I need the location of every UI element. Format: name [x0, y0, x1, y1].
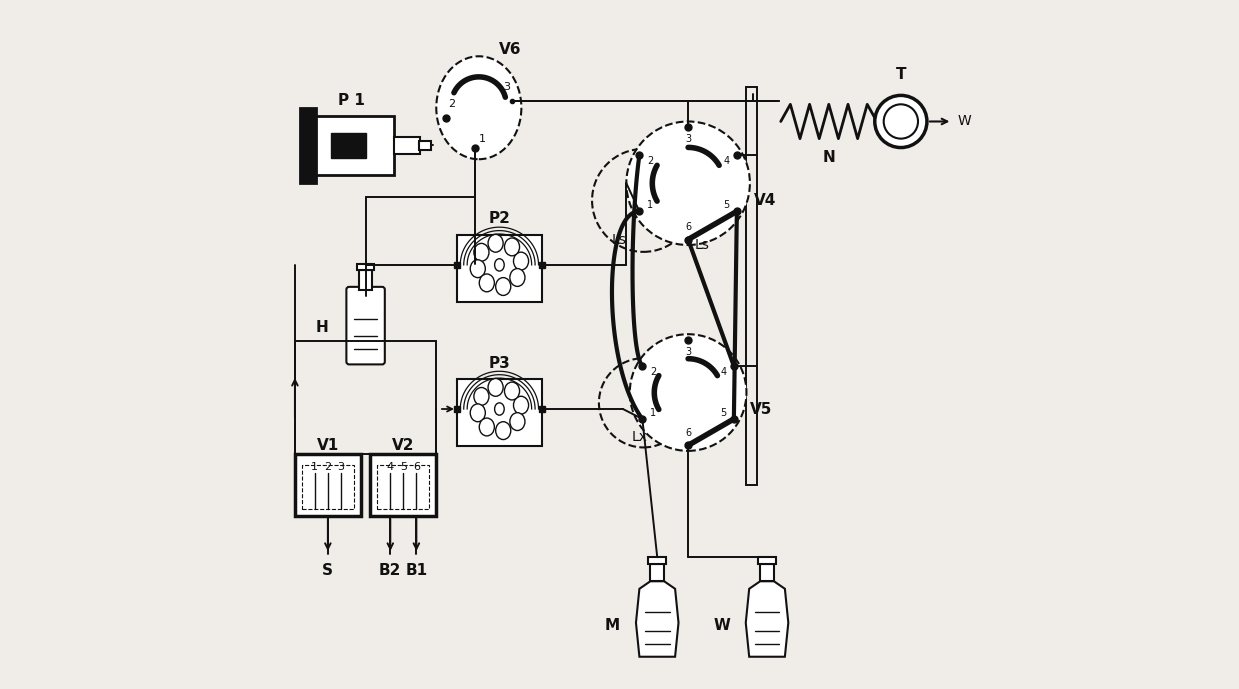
Polygon shape [746, 582, 788, 657]
Text: H: H [316, 320, 328, 335]
Ellipse shape [479, 274, 494, 292]
Ellipse shape [510, 413, 525, 431]
Text: 3: 3 [685, 134, 691, 144]
Bar [761, 564, 774, 582]
Ellipse shape [488, 378, 503, 396]
Ellipse shape [504, 382, 519, 400]
Text: P 1: P 1 [338, 94, 366, 108]
Text: 1: 1 [478, 134, 486, 144]
Circle shape [875, 95, 927, 147]
Ellipse shape [494, 403, 504, 415]
Bar [648, 557, 667, 564]
Text: 1: 1 [311, 462, 318, 472]
Text: W: W [714, 618, 731, 633]
Bar [302, 464, 354, 509]
Text: B2: B2 [379, 564, 401, 579]
Text: 2: 2 [647, 156, 653, 166]
Text: Lx: Lx [632, 430, 648, 444]
Ellipse shape [471, 404, 486, 422]
Text: V6: V6 [498, 42, 520, 57]
FancyBboxPatch shape [347, 287, 385, 364]
Text: V1: V1 [317, 438, 339, 453]
Bar [457, 235, 541, 302]
Text: 5: 5 [724, 200, 730, 210]
Text: 2: 2 [325, 462, 331, 472]
Text: B1: B1 [405, 564, 427, 579]
Bar [316, 116, 394, 175]
Text: 4: 4 [724, 156, 730, 166]
Text: 3: 3 [337, 462, 344, 472]
Bar [370, 454, 436, 516]
Text: V4: V4 [753, 193, 776, 208]
Bar [331, 133, 366, 158]
Bar [359, 270, 372, 289]
Text: V5: V5 [751, 402, 773, 418]
Bar [758, 557, 776, 564]
Text: 6: 6 [413, 462, 420, 472]
Text: 4: 4 [387, 462, 394, 472]
Circle shape [883, 104, 918, 138]
Bar [457, 379, 541, 446]
Text: W: W [957, 114, 971, 128]
Text: 4: 4 [720, 367, 726, 378]
Text: 3: 3 [685, 347, 691, 357]
Text: 1: 1 [647, 200, 653, 210]
Ellipse shape [473, 243, 489, 261]
Ellipse shape [436, 56, 522, 159]
Text: T: T [896, 68, 906, 82]
Polygon shape [636, 582, 679, 657]
Ellipse shape [473, 387, 489, 405]
Text: 2: 2 [650, 367, 657, 378]
Ellipse shape [504, 238, 519, 256]
Bar [394, 137, 420, 154]
Circle shape [627, 121, 750, 245]
Circle shape [629, 334, 746, 451]
Bar [300, 107, 316, 183]
Bar [295, 341, 436, 454]
Text: 2: 2 [447, 99, 455, 110]
Text: M: M [605, 618, 621, 633]
Bar [295, 454, 361, 516]
Ellipse shape [513, 252, 529, 270]
Ellipse shape [513, 396, 529, 414]
Ellipse shape [471, 260, 486, 278]
Ellipse shape [496, 422, 510, 440]
Ellipse shape [510, 269, 525, 287]
Bar [377, 464, 430, 509]
Text: S: S [322, 564, 333, 579]
Text: V2: V2 [392, 438, 415, 453]
Text: P2: P2 [488, 212, 510, 227]
Text: Ls: Ls [612, 233, 627, 247]
Ellipse shape [496, 278, 510, 296]
Text: N: N [823, 150, 835, 165]
Bar [419, 141, 431, 150]
Text: 3: 3 [503, 82, 509, 92]
Text: 6: 6 [685, 428, 691, 438]
Text: 5: 5 [400, 462, 406, 472]
Ellipse shape [488, 234, 503, 252]
Ellipse shape [494, 259, 504, 271]
Text: P3: P3 [488, 356, 510, 371]
Text: 6: 6 [685, 222, 691, 232]
Text: 5: 5 [720, 408, 726, 418]
Bar [746, 88, 757, 485]
Ellipse shape [479, 418, 494, 436]
Text: Ls: Ls [694, 238, 709, 252]
Bar [357, 264, 374, 270]
Bar [650, 564, 664, 582]
Text: 1: 1 [650, 408, 657, 418]
